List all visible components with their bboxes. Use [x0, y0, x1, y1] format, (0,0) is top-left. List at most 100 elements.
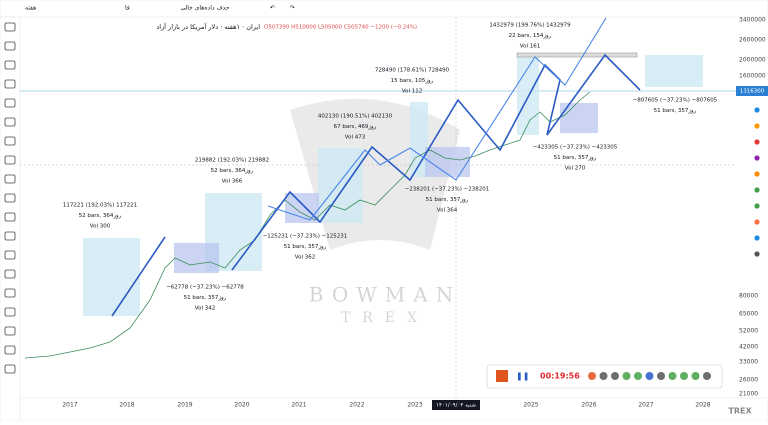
watermark-text: BOWMAN	[309, 283, 461, 307]
measurement-text: 1432979 (199.76%) 1432979	[489, 23, 571, 29]
recorder-icon[interactable]	[588, 372, 596, 380]
tool-icon[interactable]	[4, 136, 16, 146]
measurement-text: 51 bars, 357روز	[654, 108, 697, 114]
measurement-text: Vol 270	[565, 166, 586, 172]
language-button[interactable]: فا	[125, 5, 130, 12]
price-label: 80000	[739, 293, 758, 300]
measurements: 117221 (192.03%) 117221 52 bars, 364روز Vo…	[63, 23, 718, 312]
tool-icon[interactable]	[4, 22, 16, 32]
undo-button[interactable]: ↶	[270, 5, 275, 12]
logo: TREX	[728, 407, 752, 416]
tool-icon[interactable]	[4, 269, 16, 279]
time-label: 2019	[177, 402, 192, 409]
tool-icon[interactable]	[4, 212, 16, 222]
time-label: 2021	[291, 402, 306, 409]
cursor-date: شنبه ۱۴۰۱/۰۹/۰۴	[436, 403, 476, 409]
tool-icon[interactable]	[4, 345, 16, 355]
last-price-tag	[736, 86, 768, 96]
price-range-bar	[516, 52, 638, 58]
measurement-text: −125231 (−37.23%) −125231	[263, 234, 348, 240]
tool-icon[interactable]	[4, 60, 16, 70]
redo-button[interactable]: ↷	[290, 5, 295, 12]
tool-icon[interactable]	[4, 288, 16, 298]
palette-icon[interactable]	[754, 155, 760, 161]
tool-icon[interactable]	[4, 41, 16, 51]
measurement-text: 22 bars, 154روز	[509, 33, 552, 39]
last-price-label: 1316300	[740, 89, 765, 95]
price-label: 33000	[739, 359, 758, 366]
palette-icon[interactable]	[754, 203, 760, 209]
range-box	[285, 193, 319, 223]
time-axis-labels: 2017 2018 2019 2020 2021 2022 2023 2025 2026 2027…	[62, 402, 710, 409]
symbol-title: ایران · ۱هفته · دلار آمریکا در بازار آزا…	[156, 22, 260, 31]
palette-icon[interactable]	[754, 251, 760, 257]
tool-icon[interactable]	[4, 117, 16, 127]
timer: 00:19:56	[540, 372, 580, 381]
recorder-icon[interactable]	[622, 372, 631, 380]
price-label: 2600000	[739, 37, 766, 44]
time-label: 2018	[119, 402, 134, 409]
tool-icon[interactable]	[4, 79, 16, 89]
palette-icon[interactable]	[754, 123, 760, 129]
measurement-text: 728490 (178.61%) 728490	[375, 68, 450, 74]
measurement-text: 219882 (192.03%) 219882	[195, 158, 269, 164]
recorder-icon[interactable]	[634, 372, 642, 380]
tool-icon[interactable]	[4, 98, 16, 108]
measurement-text: Vol 342	[195, 306, 215, 312]
interval-button[interactable]: هفته	[25, 5, 36, 12]
time-label: 2028	[695, 402, 710, 409]
palette-icon[interactable]	[754, 187, 760, 193]
tool-icon[interactable]	[4, 193, 16, 203]
tool-icon[interactable]	[4, 174, 16, 184]
price-label: 52000	[739, 328, 758, 335]
pause-button[interactable]: ❚❚	[516, 372, 529, 381]
left-toolbar	[0, 16, 21, 422]
recorder-icon[interactable]	[680, 372, 688, 380]
left-tool-icons	[4, 22, 16, 374]
recorder-icon[interactable]	[645, 372, 654, 380]
zigzag-projection	[231, 53, 641, 271]
watermark-text: TREX	[341, 310, 429, 326]
range-box	[174, 243, 219, 273]
tool-icon[interactable]	[4, 155, 16, 165]
range-box	[425, 147, 470, 177]
price-series	[24, 91, 591, 359]
tool-icon[interactable]	[4, 250, 16, 260]
measurement-text: 51 bars, 357روز	[426, 197, 469, 203]
palette-icon[interactable]	[754, 139, 760, 145]
tool-icon[interactable]	[4, 364, 16, 374]
palette-icon[interactable]	[754, 235, 760, 241]
palette-icon[interactable]	[754, 219, 760, 225]
tool-icon[interactable]	[4, 231, 16, 241]
time-label: 2017	[62, 402, 77, 409]
price-label: 42000	[739, 344, 758, 351]
palette-icon[interactable]	[754, 107, 760, 113]
time-label: 2020	[234, 402, 249, 409]
time-label: 2025	[523, 402, 538, 409]
measurement-text: −62778 (−37.23%) −62778	[166, 285, 244, 291]
tool-icon[interactable]	[4, 326, 16, 336]
measurement-text: Vol 161	[520, 44, 540, 50]
price-label: 1600000	[739, 73, 766, 80]
measurement-text: Vol 364	[437, 208, 458, 214]
recorder-icon[interactable]	[691, 372, 700, 380]
measurement-text: 51 bars, 357روز	[554, 155, 597, 161]
recorder-icon[interactable]	[668, 372, 677, 380]
recorder-icon[interactable]	[599, 372, 608, 380]
recorder-tools	[588, 372, 711, 380]
price-axis-labels: 3400000 2600000 2000000 1600000 80000 65000 52…	[739, 17, 766, 398]
ohlc-values: O507390 H510000 L505000 C505740 −1200 (−…	[264, 25, 417, 31]
recorder-icon[interactable]	[611, 372, 619, 380]
drawing-palette	[754, 107, 760, 257]
stop-button[interactable]	[496, 370, 508, 382]
price-label: 26000	[739, 377, 758, 384]
tool-icon[interactable]	[4, 307, 16, 317]
time-label: 2027	[638, 402, 653, 409]
measurement-text: −807605 (−37.23%) −807605	[633, 98, 718, 104]
palette-icon[interactable]	[754, 171, 760, 177]
recorder-icon[interactable]	[703, 372, 711, 380]
recorder-icon[interactable]	[657, 372, 665, 380]
top-toolbar	[0, 0, 768, 18]
remove-empty-button[interactable]: حذف داده‌های خالی	[180, 5, 229, 12]
